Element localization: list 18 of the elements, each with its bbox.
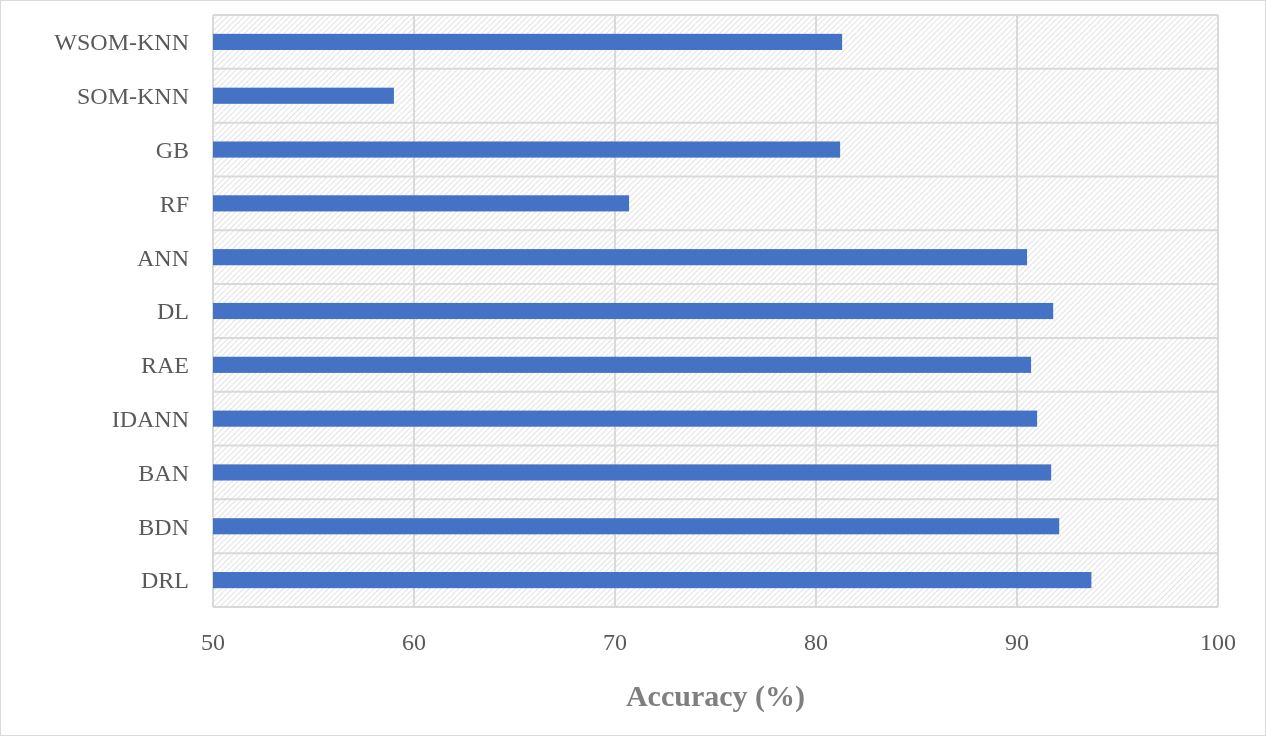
- x-tick-label: 60: [402, 629, 426, 655]
- y-tick-label: BAN: [138, 459, 189, 486]
- y-tick-label: DRL: [141, 567, 189, 594]
- y-tick-label: ANN: [137, 244, 189, 271]
- y-tick-label: RF: [159, 190, 189, 217]
- x-tick-label: 50: [201, 629, 225, 655]
- x-tick-label: 100: [1200, 629, 1236, 655]
- x-axis-title: Accuracy (%): [625, 679, 806, 713]
- y-tick-label: SOM-KNN: [76, 83, 189, 110]
- y-tick-label: RAE: [141, 352, 189, 379]
- x-tick-label: 80: [804, 629, 828, 655]
- x-tick-label: 70: [603, 629, 627, 655]
- x-tick-label: 90: [1005, 629, 1029, 655]
- y-tick-label: DL: [157, 298, 189, 325]
- y-tick-label: IDANN: [111, 406, 189, 433]
- y-tick-label: BDN: [138, 513, 189, 540]
- y-tick-label: WSOM-KNN: [54, 29, 189, 56]
- y-tick-label: GB: [155, 136, 189, 163]
